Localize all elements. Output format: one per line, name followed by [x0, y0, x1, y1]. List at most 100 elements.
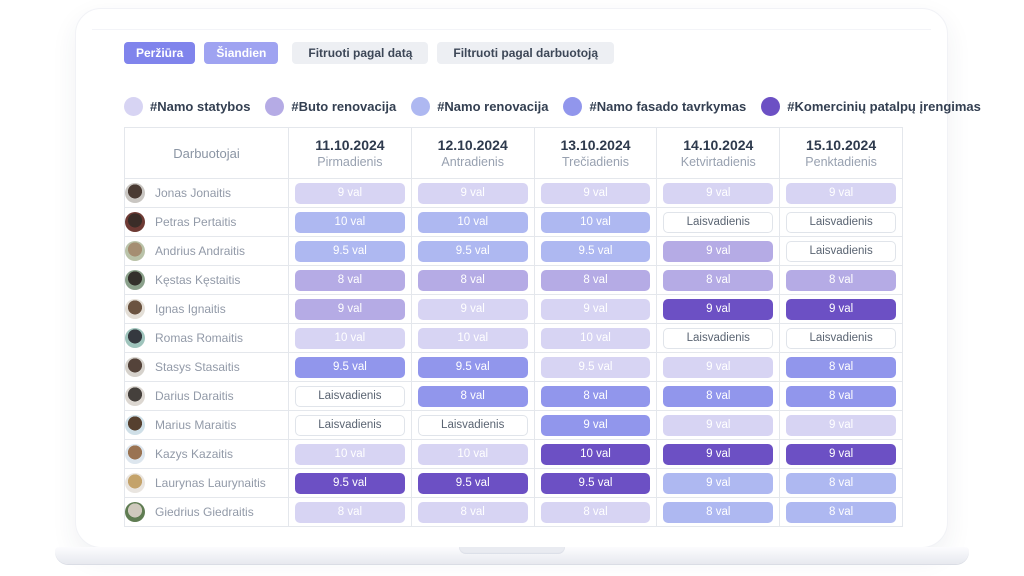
employee-avatar	[125, 212, 145, 232]
shift-pill[interactable]: 9.5 val	[540, 240, 651, 262]
shift-pill[interactable]: 9 val	[786, 182, 896, 204]
shift-cell: 8 val	[779, 381, 903, 411]
shift-cell: 10 val	[533, 439, 658, 469]
filter-by-date-button[interactable]: Fitruoti pagal datą	[292, 42, 429, 64]
employee-avatar	[125, 241, 145, 261]
shift-pill[interactable]: 9 val	[786, 414, 896, 436]
shift-cell: 8 val	[779, 265, 903, 295]
shift-pill[interactable]: 9.5 val	[417, 356, 528, 378]
shift-pill[interactable]: 9 val	[540, 182, 651, 204]
shift-cell: 8 val	[533, 497, 658, 527]
shift-pill[interactable]: 9.5 val	[295, 240, 405, 262]
shift-cell: 9.5 val	[288, 352, 412, 382]
view-button[interactable]: Peržiūra	[124, 42, 196, 64]
shift-pill[interactable]: 9 val	[540, 414, 651, 436]
shift-pill[interactable]: 8 val	[663, 269, 774, 291]
shift-pill[interactable]: 8 val	[540, 501, 651, 523]
shift-pill[interactable]: 8 val	[540, 269, 651, 291]
dayoff-pill[interactable]: Laisvadienis	[417, 414, 528, 436]
shift-pill[interactable]: 10 val	[417, 327, 528, 349]
shift-pill[interactable]: 10 val	[540, 211, 651, 233]
employee-avatar	[125, 270, 145, 290]
shift-pill[interactable]: 9.5 val	[540, 356, 651, 378]
shift-pill[interactable]: 10 val	[540, 443, 651, 465]
shift-pill[interactable]: 8 val	[786, 501, 896, 523]
shift-pill[interactable]: 8 val	[417, 269, 528, 291]
shift-cell: 10 val	[288, 323, 412, 353]
shift-cell: Laisvadienis	[656, 207, 781, 237]
shift-pill[interactable]: 9 val	[540, 298, 651, 320]
shift-pill[interactable]: 9 val	[663, 182, 774, 204]
shift-pill[interactable]: 9 val	[663, 356, 774, 378]
dayoff-pill[interactable]: Laisvadienis	[295, 414, 405, 436]
shift-pill[interactable]: 10 val	[417, 211, 528, 233]
employee-row: Romas Romaitis 10 val 10 val 10 val Laisvadi…	[124, 323, 903, 353]
today-button[interactable]: Šiandien	[204, 42, 279, 64]
shift-cell: 9.5 val	[410, 468, 535, 498]
shift-cell: 8 val	[656, 497, 781, 527]
shift-cell: 10 val	[410, 207, 535, 237]
legend-item-namo-statybos[interactable]: #Namo statybos	[124, 97, 250, 116]
shift-pill[interactable]: 10 val	[417, 443, 528, 465]
legend-label: #Namo statybos	[150, 99, 251, 114]
shift-cell: 10 val	[410, 323, 535, 353]
shift-pill[interactable]: 10 val	[295, 211, 405, 233]
shift-pill[interactable]: 8 val	[663, 501, 774, 523]
legend-item-komerciniu-patalpu[interactable]: #Komercinių patalpų įrengimas	[761, 97, 981, 116]
shift-pill[interactable]: 8 val	[417, 501, 528, 523]
employee-avatar	[125, 386, 145, 406]
shift-pill[interactable]: 9 val	[786, 298, 896, 320]
shift-pill[interactable]: 9 val	[663, 443, 774, 465]
shift-pill[interactable]: 8 val	[295, 269, 405, 291]
dayoff-pill[interactable]: Laisvadienis	[663, 211, 774, 233]
shift-pill[interactable]: 9.5 val	[540, 472, 651, 494]
employee-avatar	[125, 415, 145, 435]
shift-pill[interactable]: 8 val	[786, 356, 896, 378]
shift-pill[interactable]: 8 val	[295, 501, 405, 523]
shift-cell: 8 val	[779, 468, 903, 498]
shift-pill[interactable]: 8 val	[417, 385, 528, 407]
dayoff-pill[interactable]: Laisvadienis	[786, 327, 896, 349]
shift-pill[interactable]: 8 val	[663, 385, 774, 407]
shift-cell: 8 val	[410, 265, 535, 295]
shift-pill[interactable]: 10 val	[540, 327, 651, 349]
dayoff-pill[interactable]: Laisvadienis	[786, 211, 896, 233]
shift-pill[interactable]: 9.5 val	[295, 356, 405, 378]
shift-pill[interactable]: 9 val	[663, 240, 774, 262]
shift-cell: 10 val	[288, 439, 412, 469]
shift-cell: 10 val	[288, 207, 412, 237]
laptop-screen-frame: Peržiūra Šiandien Fitruoti pagal datą Fi…	[75, 8, 981, 548]
shift-pill[interactable]: 9.5 val	[417, 240, 528, 262]
legend-item-namo-renovacija[interactable]: #Namo renovacija	[411, 97, 548, 116]
shift-pill[interactable]: 8 val	[786, 269, 896, 291]
shift-pill[interactable]: 9 val	[417, 298, 528, 320]
shift-pill[interactable]: 9 val	[295, 182, 405, 204]
dayoff-pill[interactable]: Laisvadienis	[663, 327, 774, 349]
dayoff-pill[interactable]: Laisvadienis	[786, 240, 896, 262]
shift-pill[interactable]: 9 val	[417, 182, 528, 204]
dayoff-pill[interactable]: Laisvadienis	[295, 385, 405, 407]
employee-avatar	[125, 328, 145, 348]
shift-cell: 9 val	[656, 352, 781, 382]
shift-pill[interactable]: 9 val	[663, 298, 774, 320]
shift-pill[interactable]: 9 val	[786, 443, 896, 465]
shift-cell: 10 val	[533, 207, 658, 237]
employee-row: Jonas Jonaitis 9 val 9 val 9 val 9 val 9 val	[124, 178, 903, 208]
legend-item-buto-renovacija[interactable]: #Buto renovacija	[265, 97, 396, 116]
shift-pill[interactable]: 8 val	[786, 385, 896, 407]
shift-pill[interactable]: 8 val	[540, 385, 651, 407]
shift-pill[interactable]: 9.5 val	[417, 472, 528, 494]
shift-pill[interactable]: 8 val	[786, 472, 896, 494]
shift-cell: Laisvadienis	[288, 381, 412, 411]
shift-pill[interactable]: 10 val	[295, 327, 405, 349]
legend-item-namo-fasado[interactable]: #Namo fasado tavrkymas	[563, 97, 746, 116]
shift-pill[interactable]: 9 val	[295, 298, 405, 320]
shift-pill[interactable]: 10 val	[295, 443, 405, 465]
shift-pill[interactable]: 9 val	[663, 414, 774, 436]
legend-label: #Komercinių patalpų įrengimas	[787, 99, 981, 114]
shift-pill[interactable]: 9.5 val	[295, 472, 405, 494]
filter-by-employee-button[interactable]: Filtruoti pagal darbuotoją	[437, 42, 615, 64]
shift-pill[interactable]: 9 val	[663, 472, 774, 494]
legend-color-dot	[124, 97, 143, 116]
